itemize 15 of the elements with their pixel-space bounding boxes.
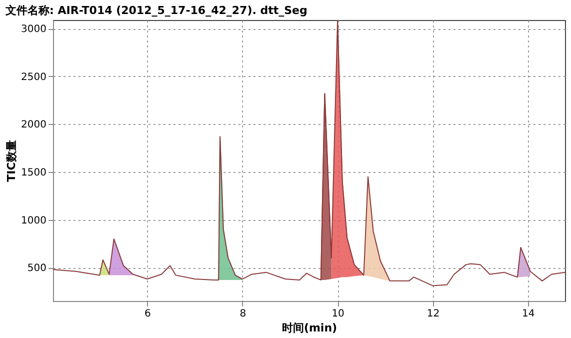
x-tick-label: 6 xyxy=(144,308,151,320)
x-tick-label: 12 xyxy=(426,308,440,320)
y-tick-label: 2500 xyxy=(21,72,46,83)
x-tick-label: 10 xyxy=(332,308,344,320)
y-tick-label: 1500 xyxy=(21,167,46,178)
y-tick-label: 3000 xyxy=(21,24,46,36)
y-tick-label: 1000 xyxy=(21,215,46,226)
y-tick-label: 500 xyxy=(27,263,46,274)
x-axis-title: 时间(min) xyxy=(282,322,338,334)
x-tick-label: 14 xyxy=(522,308,535,320)
chart-title: 文件名称: AIR-T014 (2012_5_17-16_42_27). dtt_Seg xyxy=(4,4,308,17)
y-tick-label: 2000 xyxy=(21,120,46,131)
line-series xyxy=(52,20,566,286)
y-axis-title: TIC数量 xyxy=(5,140,18,182)
x-tick-label: 8 xyxy=(240,308,246,320)
